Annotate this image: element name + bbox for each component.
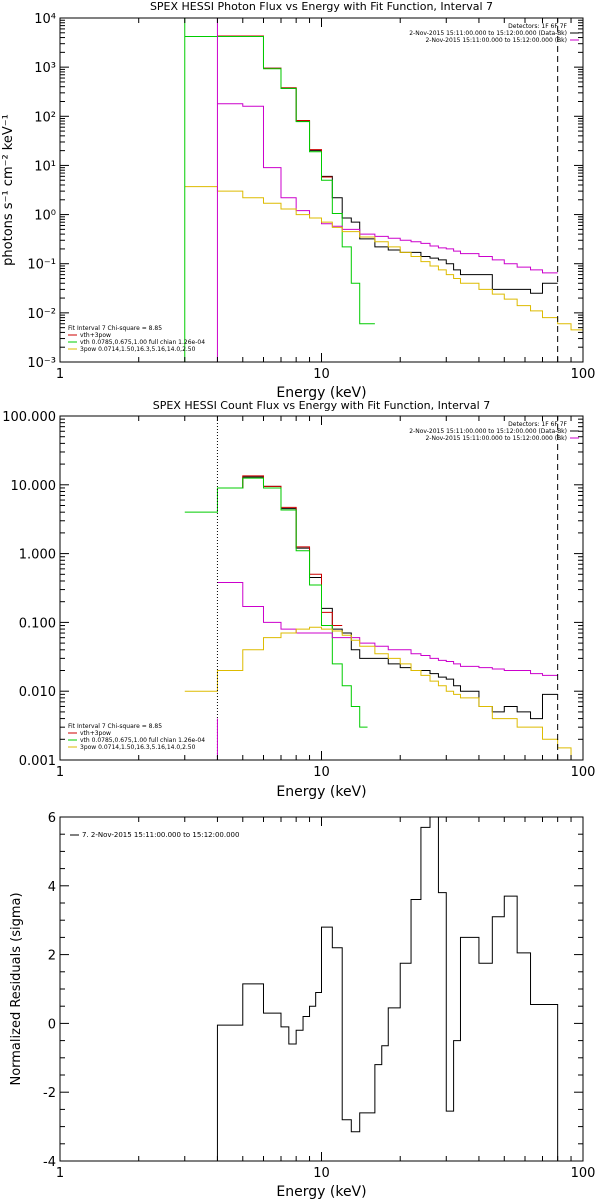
series-3-line: [184, 36, 375, 325]
header-note: 2-Nov-2015 15:11:00.000 to 15:12:00.000 …: [425, 37, 567, 44]
y-axis-label: Normalized Residuals (sigma): [9, 892, 24, 1085]
series-1-line: [217, 35, 558, 294]
x-tick-label: 10: [313, 367, 330, 382]
series-5-line: [184, 186, 583, 331]
y-tick-label: 10¹: [34, 159, 56, 174]
plot-frame: [59, 17, 584, 363]
x-axis-label: Energy (keV): [276, 385, 366, 401]
y-tick-label: -4: [43, 1155, 56, 1170]
series-4-line: [217, 103, 558, 274]
x-tick-label: 1: [56, 765, 64, 780]
x-tick-label: 1: [56, 1166, 64, 1181]
legend-text: Fit Interval 7 Chi-square = 8.85: [68, 325, 162, 332]
y-tick-label: 100.000: [2, 410, 56, 425]
y-tick-label: 4: [48, 880, 56, 895]
header-note: 2-Nov-2015 15:11:00.000 to 15:12:00.000 …: [409, 30, 567, 37]
chart-title: SPEX HESSI Count Flux vs Energy with Fit…: [153, 399, 490, 412]
x-axis-label: Energy (keV): [276, 784, 366, 800]
series-2-line: [217, 35, 333, 178]
y-tick-label: 10⁻²: [27, 307, 56, 322]
x-tick-label: 100: [571, 765, 596, 780]
x-tick-label: 100: [571, 1166, 596, 1181]
x-axis-label: Energy (keV): [276, 1184, 366, 1200]
legend-text: 7. 2-Nov-2015 15:11:00.000 to 15:12:00.0…: [82, 831, 239, 839]
y-tick-label: 10²: [34, 110, 56, 125]
y-tick-label: 1.000: [19, 548, 56, 563]
series-4-line: [217, 582, 558, 676]
y-tick-label: 10⁴: [34, 12, 56, 27]
series-2-line: [217, 475, 343, 627]
y-tick-label: -2: [43, 1086, 56, 1101]
series-3-line: [184, 477, 368, 728]
y-axis-label: photons s⁻¹ cm⁻² keV⁻¹: [1, 114, 16, 266]
y-tick-label: 0: [48, 1017, 56, 1032]
y-tick-label: 10.000: [11, 479, 57, 494]
y-tick-label: 0.001: [19, 754, 56, 769]
header-note: 2-Nov-2015 15:11:00.000 to 15:12:00.000 …: [425, 435, 567, 442]
legend-text: 3pow 0.0714,1.50,16.3,5.16,14.0,2.50: [80, 744, 196, 751]
chart-panel-3: 1 10 100 Energy (keV) -4 -2 0 2 4 6 Normalized Res…: [9, 811, 595, 1200]
x-tick-label: 100: [571, 367, 596, 382]
legend-text: vth 0.0785,0.675,1.00 full chian 1.26e-0…: [80, 737, 205, 744]
y-tick-label: 2: [48, 949, 56, 964]
legend-text: Fit Interval 7 Chi-square = 8.85: [68, 723, 162, 730]
header-note: Detectors: 1F 6F 7F: [508, 421, 567, 428]
y-tick-label: 10⁻³: [27, 356, 56, 371]
y-tick-label: 6: [48, 811, 56, 826]
x-tick-label: 1: [56, 367, 64, 382]
legend-text: 3pow 0.0714,1.50,16.3,5.16,14.0,2.50: [80, 346, 196, 353]
chart-panel-1: SPEX HESSI Photon Flux vs Energy with Fi…: [1, 0, 595, 401]
legend-text: vth+3pow: [80, 332, 111, 339]
legend-text: vth 0.0785,0.675,1.00 full chian 1.26e-0…: [80, 339, 205, 346]
series-1-line: [216, 816, 559, 1161]
series-5-line: [184, 626, 583, 761]
header-note: Detectors: 1F 6F 7F: [508, 23, 567, 30]
legend-text: vth+3pow: [80, 730, 111, 737]
chart-title: SPEX HESSI Photon Flux vs Energy with Fi…: [150, 0, 493, 13]
chart-panel-2: SPEX HESSI Count Flux vs Energy with Fit…: [2, 399, 595, 800]
x-tick-label: 10: [313, 1166, 330, 1181]
y-tick-label: 0.010: [19, 685, 56, 700]
series-1-line: [217, 476, 558, 720]
y-tick-label: 10⁰: [34, 209, 56, 224]
y-tick-label: 0.100: [19, 616, 56, 631]
header-note: 2-Nov-2015 15:11:00.000 to 15:12:00.000 …: [409, 428, 567, 435]
x-tick-label: 10: [313, 765, 330, 780]
y-tick-label: 10³: [34, 61, 56, 76]
y-tick-label: 10⁻¹: [27, 258, 56, 273]
